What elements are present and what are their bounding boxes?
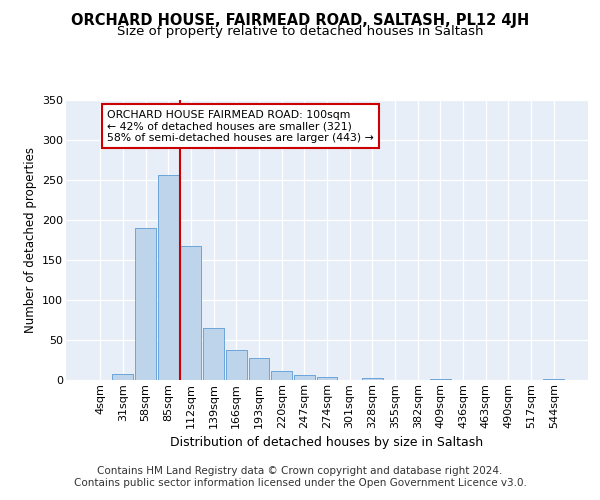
Bar — [248, 358, 269, 380]
Text: Contains HM Land Registry data © Crown copyright and database right 2024.
Contai: Contains HM Land Registry data © Crown c… — [74, 466, 526, 487]
X-axis label: Distribution of detached houses by size in Saltash: Distribution of detached houses by size … — [170, 436, 484, 449]
Bar — [317, 377, 337, 380]
Bar — [430, 379, 451, 380]
Bar — [544, 379, 564, 380]
Text: Size of property relative to detached houses in Saltash: Size of property relative to detached ho… — [117, 25, 483, 38]
Bar — [112, 374, 133, 380]
Bar — [181, 246, 202, 380]
Bar — [271, 371, 292, 380]
Bar — [362, 378, 383, 380]
Text: ORCHARD HOUSE FAIRMEAD ROAD: 100sqm
← 42% of detached houses are smaller (321)
5: ORCHARD HOUSE FAIRMEAD ROAD: 100sqm ← 42… — [107, 110, 374, 143]
Bar — [294, 375, 315, 380]
Bar — [158, 175, 179, 380]
Y-axis label: Number of detached properties: Number of detached properties — [23, 147, 37, 333]
Bar — [135, 228, 156, 380]
Text: ORCHARD HOUSE, FAIRMEAD ROAD, SALTASH, PL12 4JH: ORCHARD HOUSE, FAIRMEAD ROAD, SALTASH, P… — [71, 12, 529, 28]
Bar — [226, 350, 247, 380]
Bar — [203, 328, 224, 380]
